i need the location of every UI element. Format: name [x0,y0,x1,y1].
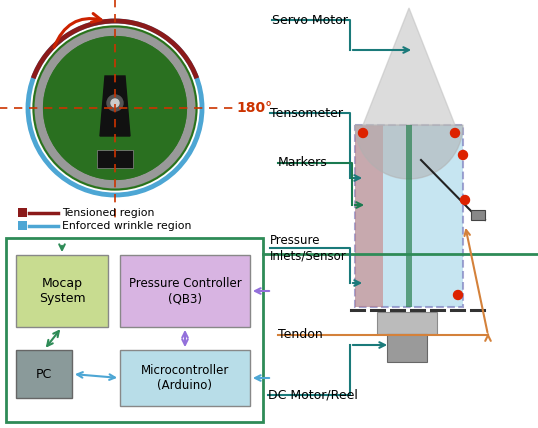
Text: Tensioned region: Tensioned region [62,208,154,217]
Text: 180°: 180° [236,101,272,115]
FancyBboxPatch shape [387,334,427,362]
Text: Enforced wrinkle region: Enforced wrinkle region [62,220,192,231]
Circle shape [450,128,459,137]
FancyBboxPatch shape [120,350,250,406]
FancyBboxPatch shape [16,350,72,398]
Circle shape [454,291,463,300]
Circle shape [458,151,468,160]
Text: PC: PC [36,368,52,380]
Circle shape [107,95,123,111]
Text: Pressure
Inlets/Sensor: Pressure Inlets/Sensor [270,234,347,262]
Text: Tendon: Tendon [278,329,323,342]
FancyBboxPatch shape [377,312,437,334]
Text: Servo Motor: Servo Motor [272,14,348,27]
Polygon shape [363,8,455,125]
FancyBboxPatch shape [16,255,108,327]
Circle shape [358,128,367,137]
FancyBboxPatch shape [406,125,412,307]
Text: DC Motor/Reel: DC Motor/Reel [268,389,358,401]
Circle shape [44,37,186,179]
FancyBboxPatch shape [120,255,250,327]
FancyBboxPatch shape [18,208,27,217]
Text: Pressure Controller
(QB3): Pressure Controller (QB3) [129,277,242,305]
FancyBboxPatch shape [355,125,463,307]
FancyBboxPatch shape [18,221,27,230]
Polygon shape [100,76,130,136]
Circle shape [111,99,119,107]
Text: Markers: Markers [278,157,328,169]
Circle shape [461,196,470,205]
Wedge shape [355,125,463,179]
Circle shape [33,26,197,190]
Text: Tensometer: Tensometer [270,107,343,119]
FancyBboxPatch shape [355,125,383,307]
FancyBboxPatch shape [471,210,485,220]
FancyArrowPatch shape [54,14,101,48]
Text: Microcontroller
(Arduino): Microcontroller (Arduino) [141,364,229,392]
FancyBboxPatch shape [97,150,133,168]
Text: Mocap
System: Mocap System [39,277,86,305]
